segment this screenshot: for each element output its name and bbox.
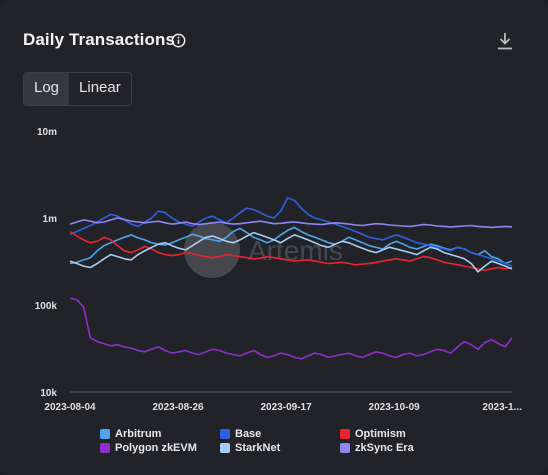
legend-swatch [340, 429, 350, 439]
series-line-zksync-era[interactable] [69, 217, 513, 229]
legend-label: StarkNet [235, 442, 281, 454]
legend-item-starknet[interactable]: StarkNet [220, 442, 280, 454]
x-tick-label: 2023-10-09 [369, 402, 421, 413]
legend-swatch [100, 429, 110, 439]
series-line-arbitrum[interactable] [69, 226, 513, 265]
legend-label: Arbitrum [115, 428, 162, 440]
y-tick-label: 10k [40, 388, 57, 399]
x-tick-label: 2023-09-17 [261, 402, 313, 413]
download-icon[interactable] [496, 31, 514, 51]
info-circle-icon[interactable] [171, 33, 186, 48]
legend-swatch [100, 443, 110, 453]
legend-item-polygon-zkevm[interactable]: Polygon zkEVM [100, 442, 197, 454]
scale-option-linear[interactable]: Linear [79, 79, 121, 96]
scale-toggle: Log Linear [23, 72, 132, 106]
legend-label: Optimism [355, 428, 406, 440]
y-tick-label: 1m [43, 214, 58, 225]
chart-title: Daily Transactions [23, 30, 176, 49]
legend-item-zksync-era[interactable]: zkSync Era [340, 442, 414, 454]
x-tick-label: 2023-1... [482, 402, 522, 413]
series-line-starknet[interactable] [69, 231, 513, 273]
legend-label: Polygon zkEVM [115, 442, 197, 454]
x-tick-label: 2023-08-26 [152, 402, 204, 413]
legend-item-optimism[interactable]: Optimism [340, 428, 406, 440]
legend-swatch [340, 443, 350, 453]
legend-label: Base [235, 428, 262, 440]
series-line-polygon-zkevm[interactable] [69, 297, 513, 360]
legend-item-arbitrum[interactable]: Arbitrum [100, 428, 161, 440]
series-line-optimism[interactable] [69, 230, 513, 272]
y-tick-label: 100k [35, 301, 58, 312]
scale-option-log[interactable]: Log [24, 73, 70, 105]
watermark: Artemis [184, 222, 343, 278]
legend-item-base[interactable]: Base [220, 428, 261, 440]
legend-swatch [220, 443, 230, 453]
legend-label: zkSync Era [355, 442, 414, 454]
x-tick-label: 2023-08-04 [44, 402, 96, 413]
y-tick-label: 10m [37, 127, 57, 138]
legend-swatch [220, 429, 230, 439]
